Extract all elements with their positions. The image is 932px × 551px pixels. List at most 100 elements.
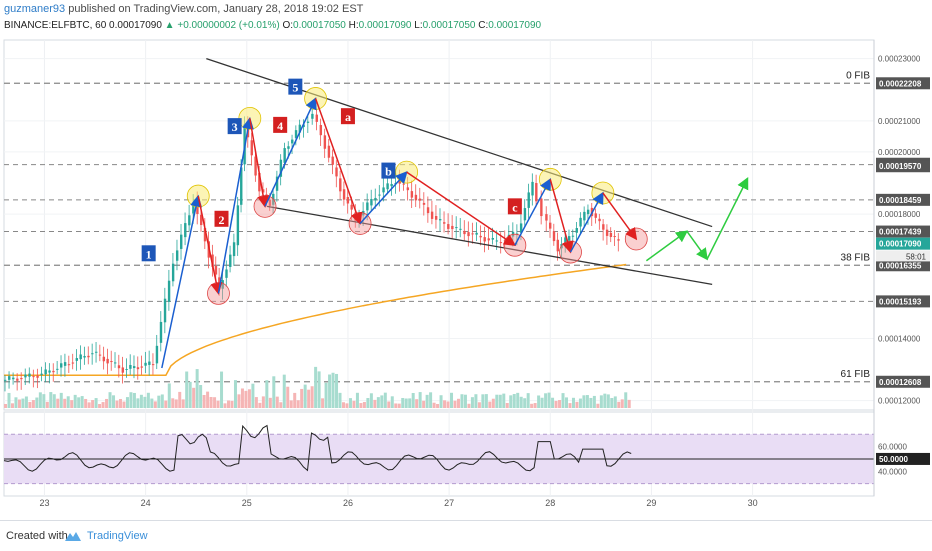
volume-bar bbox=[491, 398, 495, 408]
rsi-tick-label: 50.0000 bbox=[879, 455, 908, 464]
volume-bar bbox=[293, 392, 297, 408]
volume-bar bbox=[345, 403, 349, 408]
volume-bar bbox=[112, 395, 116, 408]
correction-down-arrow bbox=[549, 179, 574, 254]
candle-body bbox=[390, 183, 393, 187]
candle-body bbox=[471, 233, 474, 235]
volume-bar bbox=[10, 403, 14, 408]
volume-bar bbox=[129, 392, 133, 408]
wave-badge bbox=[227, 118, 242, 135]
price-tag-label: 0.00015193 bbox=[879, 297, 922, 306]
fib-level-label: 0 FIB bbox=[846, 70, 870, 81]
price-tag-label: 0.00022208 bbox=[879, 79, 922, 88]
y-tick-label: 0.00023000 bbox=[878, 55, 921, 64]
volume-bar bbox=[443, 400, 447, 408]
volume-bar bbox=[77, 397, 81, 408]
volume-bar bbox=[84, 398, 88, 408]
volume-bar bbox=[317, 371, 321, 408]
volume-bar bbox=[495, 394, 499, 408]
candle-body bbox=[455, 227, 458, 229]
volume-bar bbox=[192, 387, 196, 408]
candle-body bbox=[609, 232, 613, 237]
candle-body bbox=[350, 204, 353, 210]
volume-bar bbox=[105, 398, 109, 408]
volume-bar bbox=[216, 400, 220, 408]
volume-bar bbox=[136, 398, 140, 408]
volume-bar bbox=[167, 383, 171, 408]
volume-bar bbox=[453, 400, 457, 408]
x-tick-label: 30 bbox=[748, 498, 758, 508]
volume-bar bbox=[401, 398, 405, 408]
candle-body bbox=[527, 192, 530, 208]
volume-bar bbox=[481, 394, 485, 408]
candle-body bbox=[374, 197, 377, 201]
volume-bar bbox=[261, 396, 265, 408]
volume-bar bbox=[613, 396, 617, 408]
volume-bar bbox=[450, 392, 454, 408]
candle-body bbox=[110, 361, 113, 363]
volume-bar bbox=[185, 371, 189, 408]
volume-bar bbox=[300, 388, 304, 408]
wave-badge-label: b bbox=[385, 165, 392, 179]
forecast-arrow bbox=[706, 177, 749, 260]
candle-body bbox=[483, 237, 486, 242]
volume-bar bbox=[199, 385, 203, 408]
low-value: 0.00017050 bbox=[422, 20, 476, 31]
candle-body bbox=[386, 183, 389, 190]
candle-body bbox=[36, 375, 39, 378]
impulse-up-arrow bbox=[514, 177, 551, 246]
candle-body bbox=[315, 114, 318, 122]
candle-body bbox=[342, 189, 346, 200]
candle-body bbox=[258, 172, 261, 192]
volume-bar bbox=[561, 393, 565, 408]
volume-bar bbox=[540, 397, 544, 408]
candle-body bbox=[261, 189, 265, 193]
symbol-label[interactable]: BINANCE:ELFBTC, 60 bbox=[4, 20, 107, 31]
candle-body bbox=[16, 378, 19, 381]
volume-bar bbox=[505, 403, 509, 408]
candle-body bbox=[268, 199, 272, 206]
candle-body bbox=[106, 358, 109, 364]
volume-bar bbox=[14, 397, 18, 408]
symbol-line: BINANCE:ELFBTC, 60 0.00017090 ▲ +0.00000… bbox=[4, 20, 541, 31]
price-tag-label: 0.00016355 bbox=[879, 261, 922, 270]
volume-bar bbox=[565, 397, 569, 408]
candle-body bbox=[378, 194, 381, 196]
candle-body bbox=[598, 218, 601, 222]
candle-body bbox=[499, 242, 503, 244]
volume-bar bbox=[178, 391, 182, 408]
candle-body bbox=[163, 298, 167, 323]
candle-body bbox=[426, 207, 430, 214]
y-tick-label: 0.00018000 bbox=[878, 210, 921, 219]
candle-body bbox=[71, 362, 75, 364]
volume-bar bbox=[70, 400, 74, 408]
candle-body bbox=[175, 250, 179, 261]
candle-body bbox=[32, 376, 35, 378]
low-label: L: bbox=[414, 20, 423, 31]
wave-badge-label: 2 bbox=[219, 213, 225, 227]
candle-body bbox=[159, 321, 163, 343]
author-link[interactable]: guzmaner93 bbox=[4, 3, 66, 15]
price-chart[interactable]: 23 24 25 26 27 28 29 300.000230000.000210000.00… bbox=[0, 36, 932, 520]
y-tick-label: 0.00014000 bbox=[878, 334, 921, 343]
tradingview-link[interactable]: TradingView bbox=[87, 530, 148, 542]
candle-body bbox=[298, 124, 302, 133]
candle-body bbox=[28, 373, 31, 377]
volume-bar bbox=[49, 392, 53, 408]
candle-body bbox=[414, 194, 418, 201]
candle-body bbox=[40, 373, 43, 375]
wave-badge bbox=[141, 245, 156, 262]
candle-body bbox=[83, 356, 86, 358]
candle-body bbox=[552, 231, 556, 242]
volume-bar bbox=[411, 393, 415, 408]
volume-bar bbox=[38, 392, 42, 408]
candle-body bbox=[102, 356, 106, 362]
volume-bar bbox=[348, 398, 352, 408]
candle-body bbox=[232, 242, 236, 257]
candle-body bbox=[602, 224, 605, 230]
x-tick-label: 29 bbox=[646, 498, 656, 508]
candle-body bbox=[98, 354, 102, 356]
volume-bar bbox=[153, 401, 157, 408]
up-arrow-icon: ▲ bbox=[164, 20, 175, 31]
impulse-up-arrow bbox=[217, 116, 254, 294]
